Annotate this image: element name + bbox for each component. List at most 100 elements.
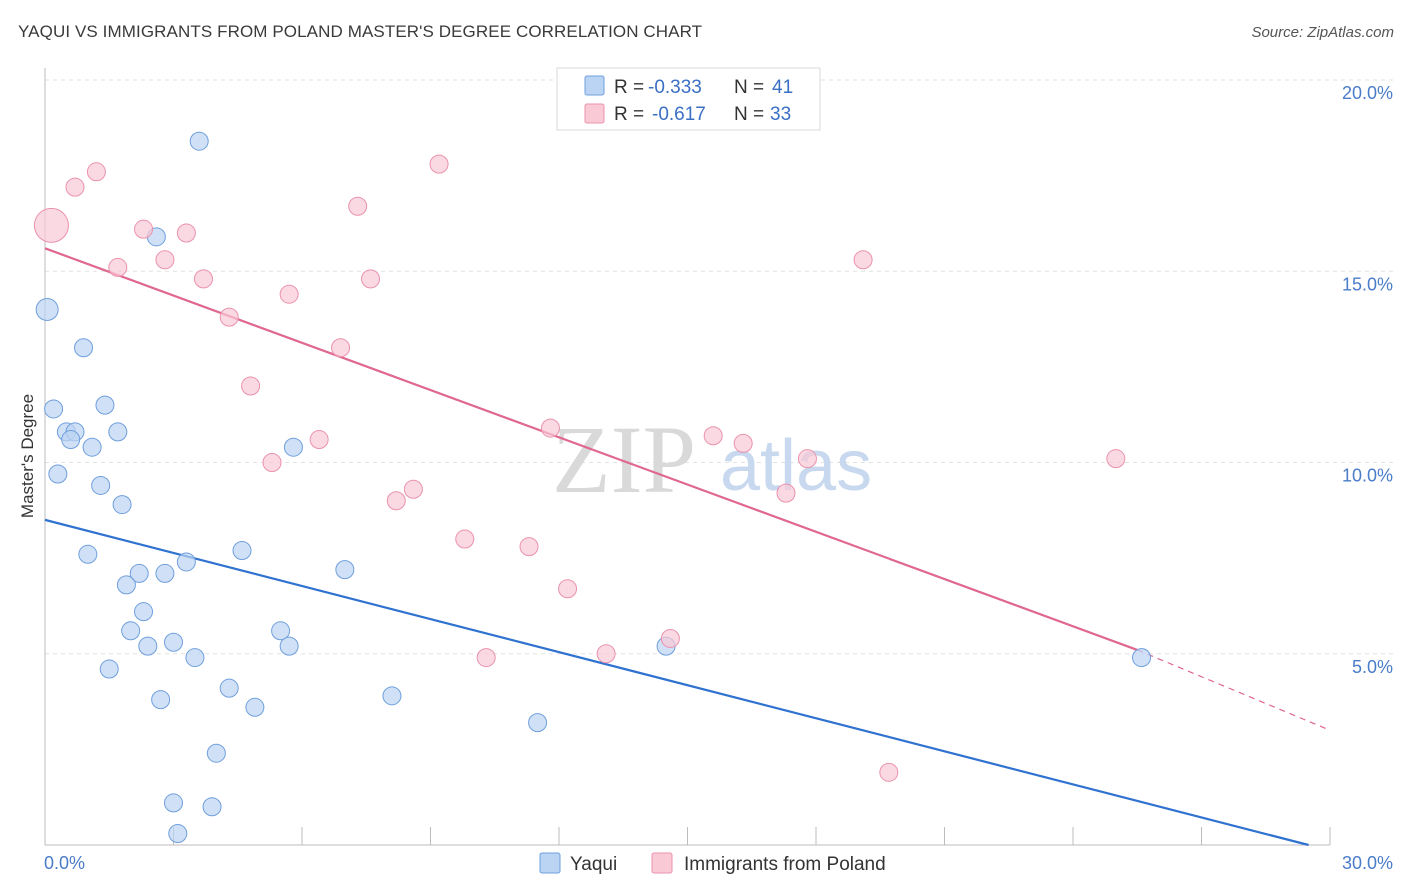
trend-line-yaqui <box>44 518 1309 847</box>
point-yaqui <box>219 678 239 698</box>
point-poland <box>193 269 213 289</box>
point-yaqui <box>232 540 252 560</box>
point-poland <box>348 196 368 216</box>
data-points <box>33 131 1152 844</box>
point-yaqui <box>116 575 136 595</box>
point-yaqui <box>61 430 81 450</box>
point-yaqui <box>129 563 149 583</box>
x-tick-label-max: 30.0% <box>1342 853 1393 873</box>
point-yaqui <box>206 743 226 763</box>
bottom-legend-label-poland: Immigrants from Poland <box>684 854 886 875</box>
point-yaqui <box>82 437 102 457</box>
legend-n-value-yaqui: 41 <box>772 77 793 98</box>
point-poland <box>309 430 329 450</box>
point-yaqui <box>189 131 209 151</box>
point-yaqui <box>44 399 64 419</box>
point-poland <box>596 644 616 664</box>
point-poland <box>879 762 899 782</box>
point-yaqui <box>185 648 205 668</box>
point-yaqui <box>155 563 175 583</box>
trend-line-poland-extension <box>1137 649 1331 731</box>
point-poland <box>33 207 69 243</box>
point-yaqui <box>74 338 94 358</box>
point-yaqui <box>134 602 154 622</box>
point-yaqui <box>168 824 188 844</box>
point-poland <box>65 177 85 197</box>
point-yaqui <box>138 636 158 656</box>
watermark-zip: ZIP <box>552 406 696 513</box>
point-yaqui <box>78 544 98 564</box>
stats-legend: R = -0.333 N = 41 R = -0.617 N = 33 <box>556 67 821 131</box>
point-poland <box>219 307 239 327</box>
point-yaqui <box>164 793 183 813</box>
point-poland <box>797 449 817 469</box>
bottom-legend-label-yaqui: Yaqui <box>570 854 617 875</box>
legend-n-label-yaqui: N = <box>734 77 764 98</box>
point-poland <box>558 579 578 599</box>
point-yaqui <box>382 686 402 706</box>
point-yaqui <box>91 475 111 495</box>
point-poland <box>429 154 449 174</box>
x-tick-label-min: 0.0% <box>44 853 85 873</box>
point-poland <box>519 537 539 557</box>
series-legend: Yaqui Immigrants from Poland <box>539 852 886 875</box>
point-yaqui <box>271 621 291 641</box>
point-poland <box>733 433 753 453</box>
y-tick-label: 15.0% <box>1342 274 1393 294</box>
point-yaqui <box>279 636 299 656</box>
point-poland <box>476 648 496 668</box>
legend-n-value-poland: 33 <box>770 104 791 125</box>
point-poland <box>403 479 423 499</box>
y-axis-label: Master's Degree <box>18 394 37 518</box>
y-tick-label: 20.0% <box>1342 83 1393 103</box>
point-yaqui <box>99 659 119 679</box>
point-yaqui <box>164 632 183 652</box>
point-poland <box>134 219 154 239</box>
legend-r-label-poland: R = <box>614 104 644 125</box>
point-yaqui <box>528 713 548 733</box>
point-yaqui <box>108 422 128 442</box>
point-poland <box>331 338 351 358</box>
point-yaqui <box>176 552 196 572</box>
point-poland <box>155 250 175 270</box>
point-yaqui <box>151 690 171 710</box>
trend-line-poland <box>44 247 1138 651</box>
point-poland <box>86 162 106 182</box>
point-yaqui <box>283 437 303 457</box>
legend-swatch-yaqui <box>584 75 605 96</box>
point-poland <box>279 284 299 304</box>
point-yaqui <box>35 298 59 321</box>
point-poland <box>703 426 723 446</box>
point-poland <box>262 453 282 472</box>
legend-r-label-yaqui: R = <box>614 77 644 98</box>
legend-r-value-poland: -0.617 <box>652 104 706 125</box>
chart-title: YAQUI VS IMMIGRANTS FROM POLAND MASTER'S… <box>18 22 703 41</box>
bottom-legend-swatch-poland <box>651 852 673 874</box>
point-yaqui <box>202 797 222 817</box>
legend-r-value-yaqui: -0.333 <box>648 77 702 98</box>
point-poland <box>386 491 406 511</box>
point-poland <box>853 250 873 270</box>
point-poland <box>660 628 680 648</box>
point-poland <box>108 257 128 277</box>
point-yaqui <box>121 621 141 641</box>
point-yaqui <box>335 560 355 580</box>
legend-n-label-poland: N = <box>734 104 764 125</box>
point-poland <box>176 223 196 243</box>
tick-labels: 5.0% 10.0% 15.0% 20.0% 0.0% 30.0% <box>44 83 1393 873</box>
point-poland <box>241 376 261 396</box>
point-yaqui <box>48 464 68 484</box>
point-poland <box>455 529 475 549</box>
source-credit: Source: ZipAtlas.com <box>1251 24 1394 41</box>
bottom-legend-swatch-yaqui <box>539 852 561 874</box>
point-yaqui <box>95 395 115 415</box>
point-poland <box>540 418 560 438</box>
point-yaqui <box>1132 648 1152 668</box>
point-yaqui <box>245 697 265 717</box>
y-tick-label: 10.0% <box>1342 466 1393 486</box>
point-yaqui <box>112 495 132 515</box>
point-poland <box>1106 449 1126 469</box>
point-poland <box>361 269 381 289</box>
grid-lines <box>45 79 1395 655</box>
